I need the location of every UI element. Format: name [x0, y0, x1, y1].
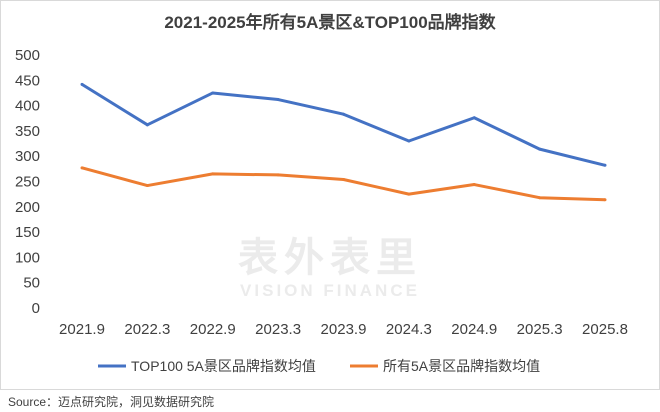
data-point	[603, 198, 607, 202]
y-tick-label: 500	[15, 47, 40, 64]
data-point	[145, 123, 149, 127]
data-point	[538, 147, 542, 151]
chart-title: 2021-2025年所有5A景区&TOP100品牌指数	[164, 13, 496, 32]
watermark-text: 表外表里	[238, 236, 422, 280]
watermark-subtext: VISION FINANCE	[240, 281, 420, 300]
series-line-1	[81, 83, 606, 167]
data-point	[211, 172, 215, 176]
data-point	[603, 163, 607, 167]
data-point	[472, 116, 476, 120]
data-point	[538, 196, 542, 200]
y-tick-label: 200	[15, 199, 40, 216]
y-tick-label: 300	[15, 148, 40, 165]
data-point	[211, 91, 215, 95]
data-point	[472, 183, 476, 187]
x-tick-label: 2021.9	[59, 321, 105, 338]
y-tick-label: 350	[15, 123, 40, 140]
data-point	[342, 112, 345, 116]
y-tick-label: 150	[15, 224, 40, 241]
x-tick-label: 2025.3	[517, 321, 563, 338]
data-point	[276, 173, 280, 177]
x-tick-label: 2023.3	[255, 321, 301, 338]
data-point	[80, 166, 84, 170]
x-tick-label: 2024.3	[386, 321, 432, 338]
data-point	[80, 82, 84, 86]
data-point	[342, 177, 345, 181]
legend-label: TOP100 5A景区品牌指数均值	[131, 358, 316, 374]
y-tick-label: 0	[32, 300, 40, 317]
data-point	[276, 98, 280, 102]
series-line-2	[81, 166, 606, 202]
x-tick-label: 2022.3	[124, 321, 170, 338]
x-tick-label: 2024.9	[451, 321, 497, 338]
data-point	[145, 184, 149, 188]
y-tick-label: 250	[15, 174, 40, 191]
watermark: 表外表里 VISION FINANCE	[215, 225, 445, 301]
y-tick-label: 100	[15, 249, 40, 266]
y-tick-label: 450	[15, 72, 40, 89]
x-tick-label: 2023.9	[321, 321, 367, 338]
source-note: Source：迈点研究院，洞见数据研究院	[8, 395, 215, 409]
legend-label: 所有5A景区品牌指数均值	[383, 358, 540, 374]
y-tick-label: 50	[23, 275, 40, 292]
x-tick-label: 2022.9	[190, 321, 236, 338]
x-tick-label: 2025.8	[582, 321, 628, 338]
data-point	[407, 192, 411, 196]
y-tick-label: 400	[15, 98, 40, 115]
data-point	[407, 139, 411, 143]
